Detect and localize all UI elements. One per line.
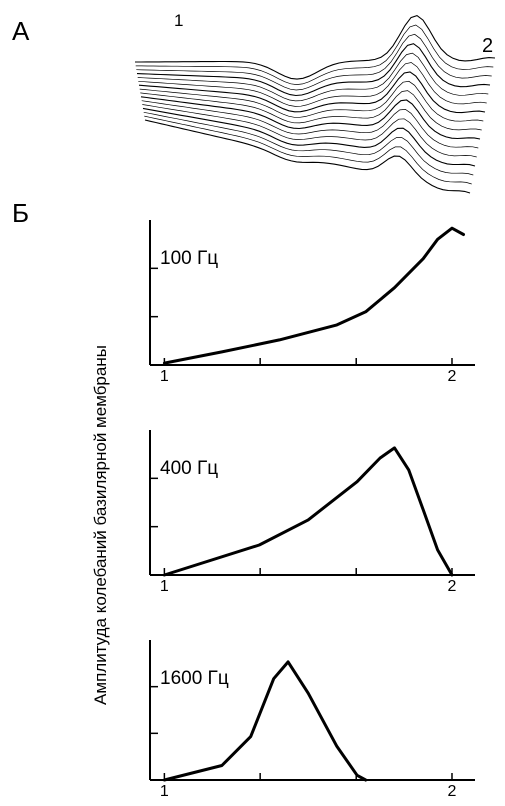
membrane-line: [136, 43, 491, 97]
line-series: [162, 226, 465, 365]
membrane-line: [142, 104, 477, 158]
membrane-line: [142, 107, 476, 167]
membrane-line: [140, 96, 481, 140]
membrane-line: [144, 115, 472, 185]
x-tick-label: 1: [160, 783, 169, 800]
curve-label: 100 Гц: [160, 248, 218, 269]
x-tick-label: 1: [160, 578, 169, 595]
membrane-line: [135, 14, 496, 80]
membrane-line: [144, 119, 471, 194]
panel-label: А: [12, 16, 30, 46]
x-tick-label: 2: [448, 368, 457, 385]
membrane-line: [139, 80, 484, 122]
y-axis-label: Амплитуда колебаний базилярной мембраны: [91, 345, 110, 705]
curve-label: 400 Гц: [160, 458, 218, 479]
line-series: [162, 446, 454, 577]
x-tick-label: 2: [448, 783, 457, 800]
membrane-illustration: [135, 14, 496, 194]
panel-label: Б: [12, 198, 29, 228]
point-label: 1: [174, 11, 183, 30]
line-series: [162, 660, 368, 782]
membrane-line: [141, 100, 479, 149]
membrane-line: [143, 111, 474, 176]
membrane-line: [138, 71, 486, 114]
membrane-line: [138, 62, 487, 107]
curve-label: 1600 Гц: [160, 668, 229, 689]
membrane-line: [140, 90, 482, 131]
x-tick-label: 2: [448, 578, 457, 595]
membrane-line: [137, 52, 489, 102]
point-label: 2: [482, 35, 493, 57]
membrane-line: [136, 33, 492, 91]
x-tick-label: 1: [160, 368, 169, 385]
membrane-line: [135, 24, 494, 85]
